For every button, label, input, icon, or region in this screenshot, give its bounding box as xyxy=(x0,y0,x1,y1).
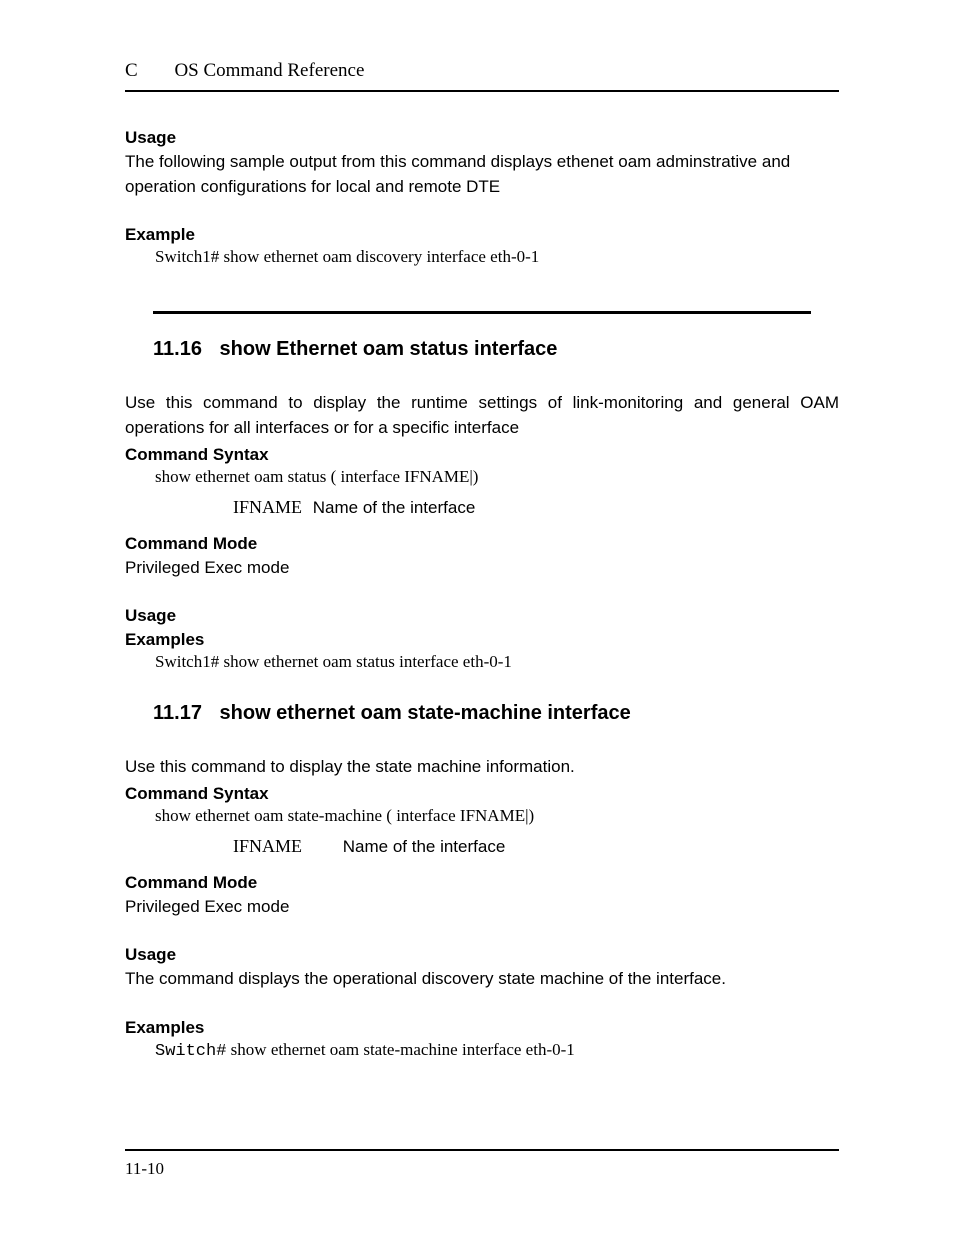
syntax-label: Command Syntax xyxy=(125,445,839,465)
syntax-command: show ethernet oam state-machine ( interf… xyxy=(155,806,839,826)
ifname-row: IFNAME Name of the interface xyxy=(233,836,839,857)
usage-label: Usage xyxy=(125,945,839,965)
header-letter: C xyxy=(125,60,138,82)
examples-label: Examples xyxy=(125,1018,839,1038)
page-footer: 11-10 xyxy=(125,1149,839,1179)
section-11-16-title: 11.16 show Ethernet oam status interface xyxy=(153,338,839,361)
header-title: OS Command Reference xyxy=(174,60,364,81)
page-header: C OS Command Reference xyxy=(125,60,839,92)
section-number: 11.17 xyxy=(153,702,202,724)
section-intro: Use this command to display the runtime … xyxy=(125,391,839,440)
usage-label: Usage xyxy=(125,128,839,148)
examples-command: Switch# show ethernet oam state-machine … xyxy=(155,1040,839,1061)
mode-text: Privileged Exec mode xyxy=(125,556,839,581)
examples-prompt: Switch# xyxy=(155,1042,226,1061)
ifname-label: IFNAME xyxy=(233,836,302,856)
section-title-text: show Ethernet oam status interface xyxy=(220,338,558,360)
page-number: 11-10 xyxy=(125,1159,839,1179)
usage-text: The command displays the operational dis… xyxy=(125,967,839,992)
page-content: C OS Command Reference Usage The followi… xyxy=(0,0,954,1111)
mode-label: Command Mode xyxy=(125,873,839,893)
examples-cmd-text: show ethernet oam state-machine interfac… xyxy=(226,1040,574,1059)
syntax-command: show ethernet oam status ( interface IFN… xyxy=(155,467,839,487)
usage-text: The following sample output from this co… xyxy=(125,150,839,199)
usage-label: Usage xyxy=(125,606,839,626)
section-rule xyxy=(153,311,811,314)
section-intro: Use this command to display the state ma… xyxy=(125,755,839,780)
ifname-label: IFNAME xyxy=(233,497,302,517)
example-label: Example xyxy=(125,225,839,245)
ifname-desc: Name of the interface xyxy=(313,498,476,517)
section-11-17-title: 11.17 show ethernet oam state-machine in… xyxy=(153,702,839,725)
section-number: 11.16 xyxy=(153,338,202,360)
syntax-label: Command Syntax xyxy=(125,784,839,804)
ifname-desc: Name of the interface xyxy=(343,837,506,856)
example-command: Switch1# show ethernet oam discovery int… xyxy=(155,247,839,267)
section-title-text: show ethernet oam state-machine interfac… xyxy=(220,702,631,724)
examples-command: Switch1# show ethernet oam status interf… xyxy=(155,652,839,672)
ifname-row: IFNAME Name of the interface xyxy=(233,497,839,518)
examples-label: Examples xyxy=(125,630,839,650)
mode-label: Command Mode xyxy=(125,534,839,554)
mode-text: Privileged Exec mode xyxy=(125,895,839,920)
